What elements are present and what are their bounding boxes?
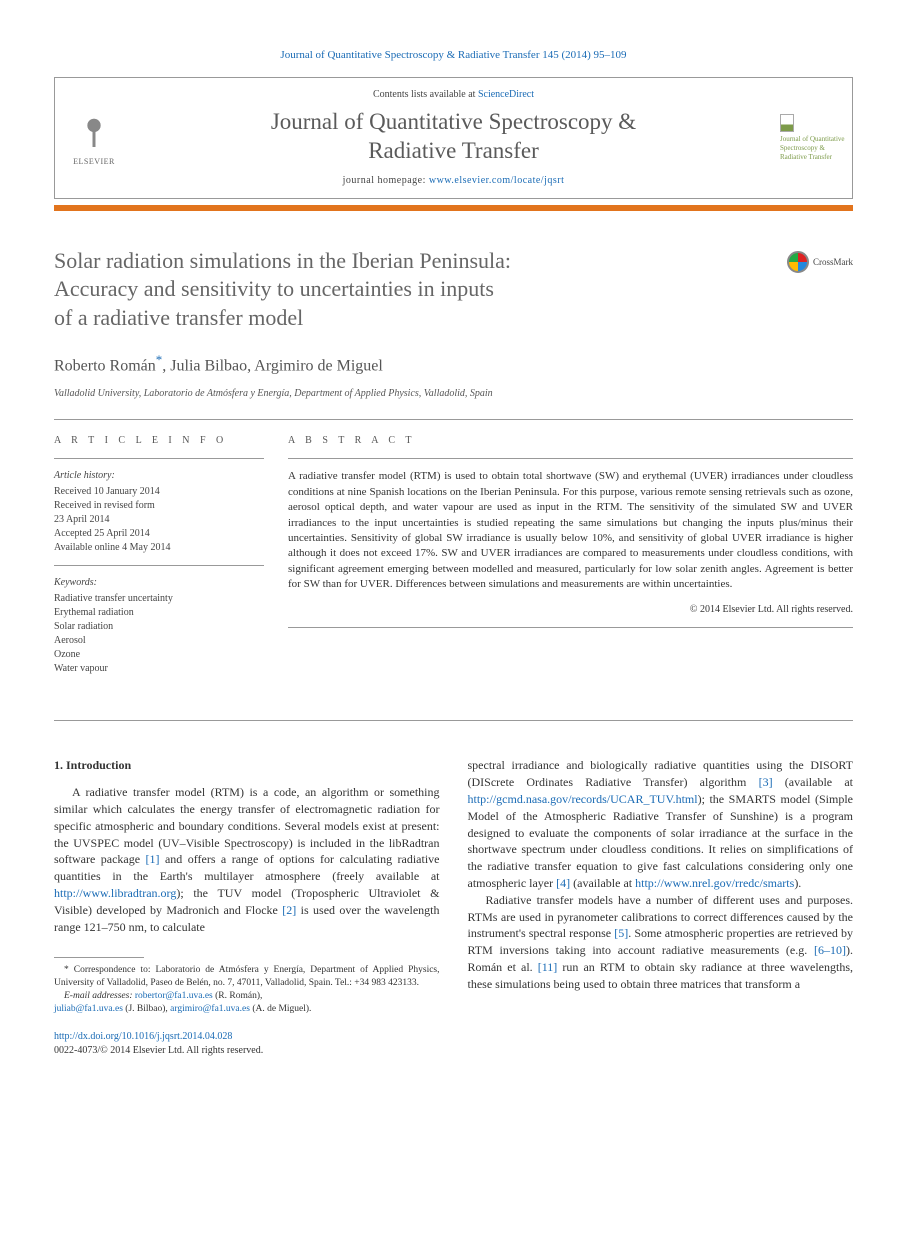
author-1: Roberto Román <box>54 357 156 374</box>
homepage-line: journal homepage: www.elsevier.com/locat… <box>141 174 766 188</box>
history-line: Received in revised form <box>54 499 264 513</box>
ref-1[interactable]: [1] <box>146 852 160 866</box>
divider <box>288 458 853 459</box>
column-right: spectral irradiance and biologically rad… <box>468 757 854 1057</box>
ref-3[interactable]: [3] <box>759 775 773 789</box>
email-label: E-mail addresses: <box>64 991 135 1001</box>
footnotes: * Correspondence to: Laboratorio de Atmó… <box>54 964 440 1015</box>
contents-line: Contents lists available at ScienceDirec… <box>141 88 766 102</box>
divider <box>288 627 853 628</box>
orange-divider <box>54 205 853 211</box>
paragraph: spectral irradiance and biologically rad… <box>468 757 854 891</box>
doi-link[interactable]: http://dx.doi.org/10.1016/j.jqsrt.2014.0… <box>54 1031 232 1042</box>
paragraph: Radiative transfer models have a number … <box>468 892 854 993</box>
history-line: Received 10 January 2014 <box>54 485 264 499</box>
email-3-name: (A. de Miguel). <box>250 1004 311 1014</box>
title-line2: Accuracy and sensitivity to uncertaintie… <box>54 276 494 301</box>
crossmark-icon <box>787 251 809 273</box>
keyword: Solar radiation <box>54 620 264 634</box>
text: (available at <box>773 775 853 789</box>
affiliation: Valladolid University, Laboratorio de At… <box>54 387 853 401</box>
cover-thumb-box: Journal of Quantitative Spectroscopy & R… <box>774 78 852 198</box>
authors: Roberto Román*, Julia Bilbao, Argimiro d… <box>54 351 853 378</box>
keywords-heading: Keywords: <box>54 576 264 590</box>
libradtran-link[interactable]: www.libradtran.org <box>83 886 177 900</box>
email-1-name: (R. Román), <box>213 991 263 1001</box>
gcmd-link[interactable]: UCAR_TUV.html <box>610 792 697 806</box>
keyword: Ozone <box>54 648 264 662</box>
nrel-link[interactable]: www.nrel.gov/rredc/smarts <box>664 876 795 890</box>
publisher-name: ELSEVIER <box>73 156 115 167</box>
history-line: 23 April 2014 <box>54 513 264 527</box>
libradtran-link[interactable]: http:// <box>54 886 83 900</box>
cover-thumb-text: Journal of Quantitative Spectroscopy & R… <box>780 135 846 162</box>
email-3[interactable]: argimiro@fa1.uva.es <box>170 1004 250 1014</box>
email-2-name: (J. Bilbao), <box>123 1004 170 1014</box>
elsevier-logo: ELSEVIER <box>65 106 123 170</box>
keyword: Water vapour <box>54 662 264 676</box>
article-info-heading: A R T I C L E I N F O <box>54 434 264 448</box>
crossmark-label: CrossMark <box>813 256 853 269</box>
ref-2[interactable]: [2] <box>282 903 296 917</box>
homepage-link[interactable]: www.elsevier.com/locate/jqsrt <box>429 175 564 186</box>
publisher-logo-box: ELSEVIER <box>55 78 133 198</box>
corresponding-footnote: * Correspondence to: Laboratorio de Atmó… <box>54 964 440 990</box>
text: ). <box>794 876 801 890</box>
journal-name: Journal of Quantitative Spectroscopy & R… <box>141 108 766 166</box>
journal-name-line1: Journal of Quantitative Spectroscopy & <box>271 109 636 134</box>
keyword: Radiative transfer uncertainty <box>54 592 264 606</box>
nrel-link[interactable]: http:// <box>635 876 664 890</box>
title-line3: of a radiative transfer model <box>54 305 303 330</box>
top-citation: Journal of Quantitative Spectroscopy & R… <box>54 48 853 63</box>
gcmd-link[interactable]: http://gcmd.nasa.gov/records/ <box>468 792 611 806</box>
title-line1: Solar radiation simulations in the Iberi… <box>54 248 511 273</box>
authors-rest: , Julia Bilbao, Argimiro de Miguel <box>162 357 383 374</box>
history-heading: Article history: <box>54 469 264 483</box>
abstract: A B S T R A C T A radiative transfer mod… <box>288 434 853 696</box>
corr-text: Correspondence to: Laboratorio de Atmósf… <box>54 965 440 988</box>
footnote-rule <box>54 957 144 958</box>
ref-6-10[interactable]: [6–10] <box>814 943 846 957</box>
body-columns: 1. Introduction A radiative transfer mod… <box>54 757 853 1057</box>
ref-11[interactable]: [11] <box>538 960 558 974</box>
keyword: Erythemal radiation <box>54 606 264 620</box>
abstract-text: A radiative transfer model (RTM) is used… <box>288 469 853 592</box>
journal-name-line2: Radiative Transfer <box>368 138 539 163</box>
sciencedirect-link[interactable]: ScienceDirect <box>478 89 534 100</box>
contents-prefix: Contents lists available at <box>373 89 478 100</box>
keyword: Aerosol <box>54 634 264 648</box>
abstract-copyright: © 2014 Elsevier Ltd. All rights reserved… <box>288 603 853 617</box>
crossmark-badge[interactable]: CrossMark <box>787 251 853 273</box>
ref-5[interactable]: [5] <box>614 926 628 940</box>
doi-block: http://dx.doi.org/10.1016/j.jqsrt.2014.0… <box>54 1030 440 1058</box>
paragraph: A radiative transfer model (RTM) is a co… <box>54 784 440 935</box>
journal-header: ELSEVIER Contents lists available at Sci… <box>54 77 853 199</box>
homepage-prefix: journal homepage: <box>343 175 429 186</box>
column-left: 1. Introduction A radiative transfer mod… <box>54 757 440 1057</box>
elsevier-tree-icon <box>72 110 116 154</box>
history-line: Accepted 25 April 2014 <box>54 527 264 541</box>
abstract-heading: A B S T R A C T <box>288 434 853 448</box>
cover-thumb-icon <box>780 114 794 132</box>
header-center: Contents lists available at ScienceDirec… <box>133 78 774 198</box>
history-line: Available online 4 May 2014 <box>54 541 264 555</box>
divider <box>54 720 853 721</box>
email-1[interactable]: robertor@fa1.uva.es <box>135 991 213 1001</box>
article-title: Solar radiation simulations in the Iberi… <box>54 247 853 333</box>
email-footnote: E-mail addresses: robertor@fa1.uva.es (R… <box>54 990 440 1003</box>
section-1-heading: 1. Introduction <box>54 757 440 774</box>
article-info: A R T I C L E I N F O Article history: R… <box>54 434 264 696</box>
ref-4[interactable]: [4] <box>556 876 570 890</box>
email-2[interactable]: juliab@fa1.uva.es <box>54 1004 123 1014</box>
text: (available at <box>570 876 635 890</box>
email-footnote-line2: juliab@fa1.uva.es (J. Bilbao), argimiro@… <box>54 1003 440 1016</box>
issn-line: 0022-4073/© 2014 Elsevier Ltd. All right… <box>54 1045 263 1056</box>
